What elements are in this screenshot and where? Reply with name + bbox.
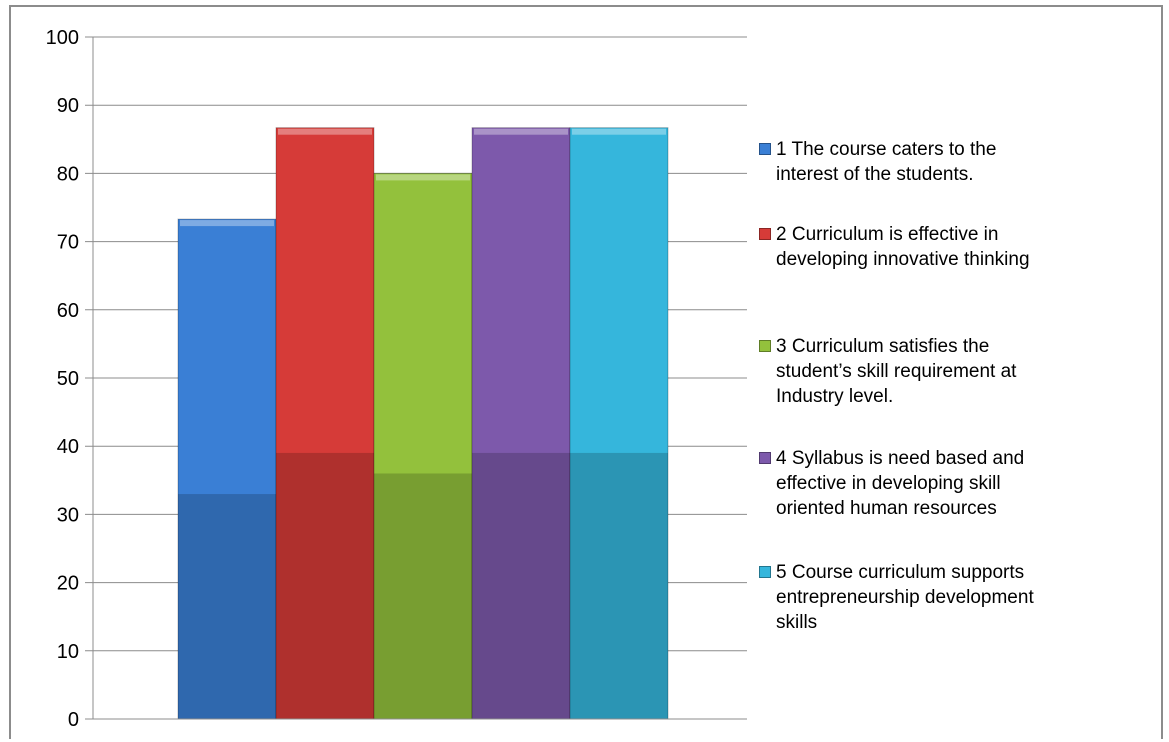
bar-shade-1 bbox=[178, 494, 276, 719]
y-tick-label: 20 bbox=[57, 573, 79, 595]
bar-bevel-1 bbox=[180, 220, 274, 227]
legend-label-1: 1 The course caters to the interest of t… bbox=[776, 139, 997, 185]
bar-shade-4 bbox=[472, 452, 570, 719]
bar-shade-3 bbox=[374, 473, 472, 719]
bar-bevel-5 bbox=[572, 128, 666, 135]
bar-shade-5 bbox=[570, 452, 668, 719]
chart-area: 0 10 20 30 40 50 60 70 80 90 100 1 The course cate… bbox=[9, 5, 1163, 739]
y-tick-label: 50 bbox=[57, 368, 79, 390]
y-tick-label: 70 bbox=[57, 232, 79, 254]
legend-swatch-5 bbox=[759, 566, 771, 578]
bar-series-2 bbox=[275, 127, 375, 720]
legend-label-4: 4 Syllabus is need based and effective i… bbox=[776, 448, 1025, 519]
y-tick-label: 90 bbox=[57, 95, 79, 117]
legend-label-5: 5 Course curriculum supports entrepreneu… bbox=[776, 562, 1034, 633]
bar-series-4 bbox=[471, 127, 571, 720]
legend-label-2: 2 Curriculum is effective in developing … bbox=[776, 224, 1030, 270]
bar-series-1 bbox=[177, 218, 277, 720]
bar-bevel-2 bbox=[278, 128, 372, 135]
legend-swatch-2 bbox=[759, 228, 771, 240]
bar-shade-2 bbox=[276, 452, 374, 719]
legend-swatch-3 bbox=[759, 340, 771, 352]
bar-bevel-3 bbox=[376, 174, 470, 181]
legend-swatch-4 bbox=[759, 452, 771, 464]
bar-series-5 bbox=[569, 127, 669, 720]
legend-label-3: 3 Curriculum satisfies the student’s ski… bbox=[776, 336, 1017, 407]
y-tick-label: 40 bbox=[57, 436, 79, 458]
bars bbox=[177, 127, 669, 720]
y-tick-label: 60 bbox=[57, 300, 79, 322]
y-tick-label: 10 bbox=[57, 641, 79, 663]
bar-bevel-4 bbox=[474, 128, 568, 135]
y-axis-tick-labels: 0 10 20 30 40 50 60 70 80 90 100 bbox=[46, 27, 79, 731]
bar-chart: 0 10 20 30 40 50 60 70 80 90 100 bbox=[46, 27, 747, 731]
y-tick-label: 0 bbox=[68, 709, 79, 731]
y-tick-label: 100 bbox=[46, 27, 79, 49]
y-tick-label: 30 bbox=[57, 504, 79, 526]
y-tick-label: 80 bbox=[57, 163, 79, 185]
legend-swatch-1 bbox=[759, 143, 771, 155]
